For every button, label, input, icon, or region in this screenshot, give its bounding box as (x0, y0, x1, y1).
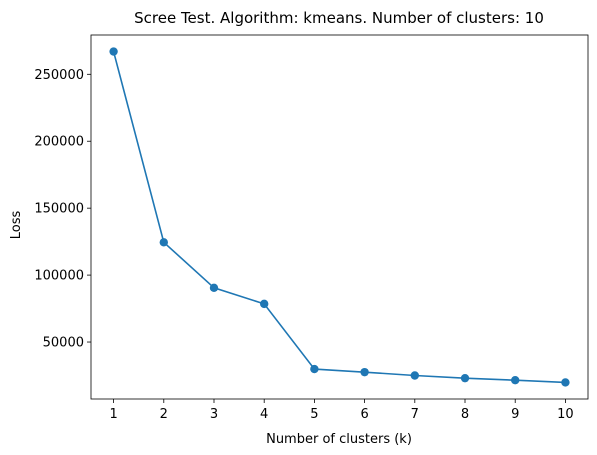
x-tick-label: 2 (160, 407, 168, 422)
data-point (410, 371, 420, 380)
data-point (259, 299, 269, 309)
x-axis-title: Number of clusters (k) (266, 432, 412, 447)
x-tick-label: 6 (360, 407, 368, 422)
data-point (511, 375, 520, 385)
plot-area: 1 2 3 4 5 6 7 8 9 10 50000 100000 150000 200000 250000 (34, 34, 589, 422)
x-tick-label: 8 (461, 407, 469, 422)
y-tick-label: 150000 (34, 202, 84, 217)
data-point (159, 238, 168, 247)
chart-title: Scree Test. Algorithm: kmeans. Number of… (134, 9, 544, 27)
x-tick-label: 3 (210, 407, 218, 422)
data-point (360, 367, 369, 377)
x-tick-label: 10 (557, 407, 574, 422)
x-tick-label: 4 (260, 407, 268, 422)
y-tick-label: 100000 (34, 269, 84, 284)
x-tick-label: 9 (511, 407, 519, 422)
data-point (209, 283, 219, 293)
series-line (112, 51, 566, 384)
data-point (310, 364, 319, 374)
x-tick-label: 5 (310, 407, 318, 422)
y-axis-title: Loss (9, 211, 24, 240)
x-tick-label: 1 (109, 407, 117, 422)
data-point (460, 373, 470, 383)
x-tick-label: 7 (411, 407, 419, 422)
y-tick-label: 200000 (34, 135, 84, 150)
y-tick-label: 50000 (43, 336, 84, 351)
y-tick-label: 250000 (34, 68, 84, 83)
data-point (561, 378, 570, 387)
data-point (109, 47, 118, 56)
axes-frame (90, 34, 589, 400)
